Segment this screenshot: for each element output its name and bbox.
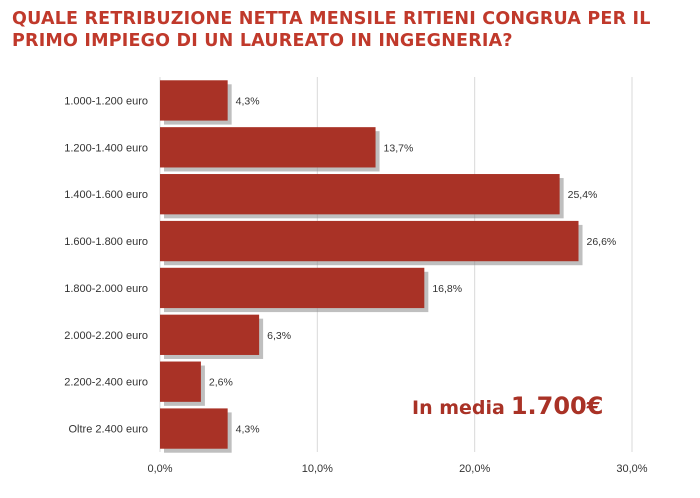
x-tick-label: 30,0% [616,463,647,475]
value-label: 16,8% [432,283,462,295]
category-label: 1.200-1.400 euro [64,142,148,154]
x-tick-label: 0,0% [147,463,172,475]
bar [160,220,579,262]
value-label: 4,3% [236,95,260,107]
bar [160,174,560,215]
x-tick-label: 10,0% [302,463,333,475]
category-labels: 1.000-1.200 euro 1.200-1.400 euro 1.400-1.… [64,95,148,435]
bar [160,408,228,449]
category-label: 1.800-2.000 euro [64,283,148,295]
bar [160,127,376,168]
category-label: Oltre 2.400 euro [69,424,149,436]
bar [160,361,201,402]
bar [160,80,228,121]
average-annotation: In media 1.700€ [412,392,603,420]
average-value: 1.700€ [510,392,604,420]
bar [160,267,425,309]
chart-title: QUALE RETRIBUZIONE NETTA MENSILE RITIENI… [12,9,651,51]
value-label: 6,3% [267,330,291,342]
bars [160,80,583,453]
value-label: 25,4% [568,189,598,201]
category-label: 2.000-2.200 euro [64,330,148,342]
category-label: 2.200-2.400 euro [64,377,148,389]
category-label: 1.000-1.200 euro [64,95,148,107]
x-tick-labels: 0,0% 10,0% 20,0% 30,0% [147,463,647,475]
x-tick-label: 20,0% [459,463,490,475]
value-labels: 4,3% 13,7% 25,4% 26,6% 16,8% 6,3% 2,6% 4,3% [209,95,616,435]
value-label: 13,7% [384,142,414,154]
category-label: 1.600-1.800 euro [64,236,148,248]
value-label: 4,3% [236,424,260,436]
value-label: 2,6% [209,377,233,389]
category-label: 1.400-1.600 euro [64,189,148,201]
average-prefix: In media [412,397,505,419]
value-label: 26,6% [587,236,617,248]
bar [160,314,260,355]
